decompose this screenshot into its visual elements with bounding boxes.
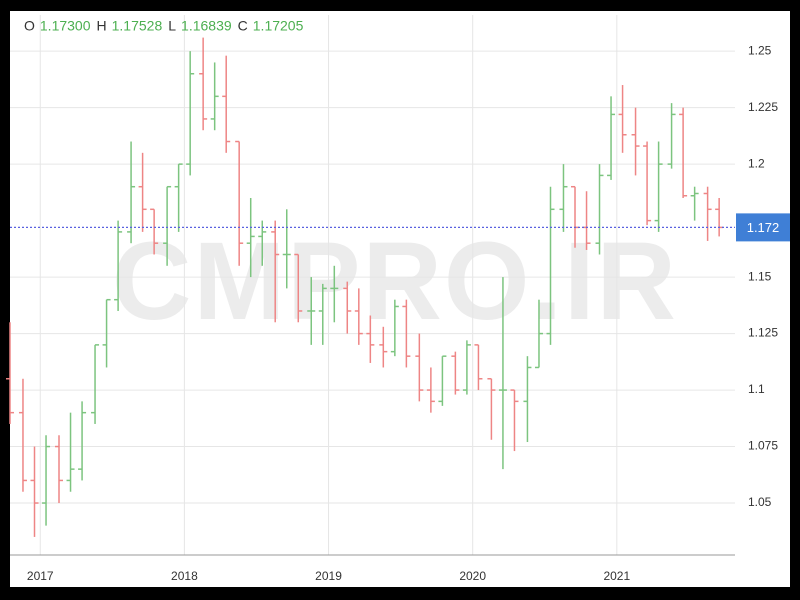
x-tick-label: 2019: [315, 569, 342, 583]
header-value: 1.17300: [40, 18, 91, 34]
x-tick-label: 2021: [603, 569, 630, 583]
header-value: 1.16839: [181, 18, 232, 34]
header-label: C: [238, 18, 248, 34]
header-label: H: [97, 18, 107, 34]
x-tick-label: 2018: [171, 569, 198, 583]
y-tick-label: 1.15: [748, 269, 772, 283]
y-tick-label: 1.075: [748, 439, 778, 453]
chart-background: [10, 11, 790, 587]
x-tick-label: 2020: [459, 569, 486, 583]
y-tick-label: 1.1: [748, 382, 765, 396]
header-label: O: [24, 18, 35, 34]
watermark: CMPRO.IR: [112, 220, 678, 343]
y-tick-label: 1.2: [748, 156, 765, 170]
y-tick-label: 1.05: [748, 495, 772, 509]
header-value: 1.17205: [253, 18, 304, 34]
price-label: 1.172: [747, 220, 780, 235]
y-tick-label: 1.225: [748, 100, 778, 114]
price-label-box: [736, 213, 790, 242]
y-tick-label: 1.25: [748, 43, 772, 57]
x-tick-label: 2017: [27, 569, 54, 583]
y-tick-label: 1.125: [748, 326, 778, 340]
header-value: 1.17528: [112, 18, 163, 34]
header-label: L: [168, 18, 176, 34]
